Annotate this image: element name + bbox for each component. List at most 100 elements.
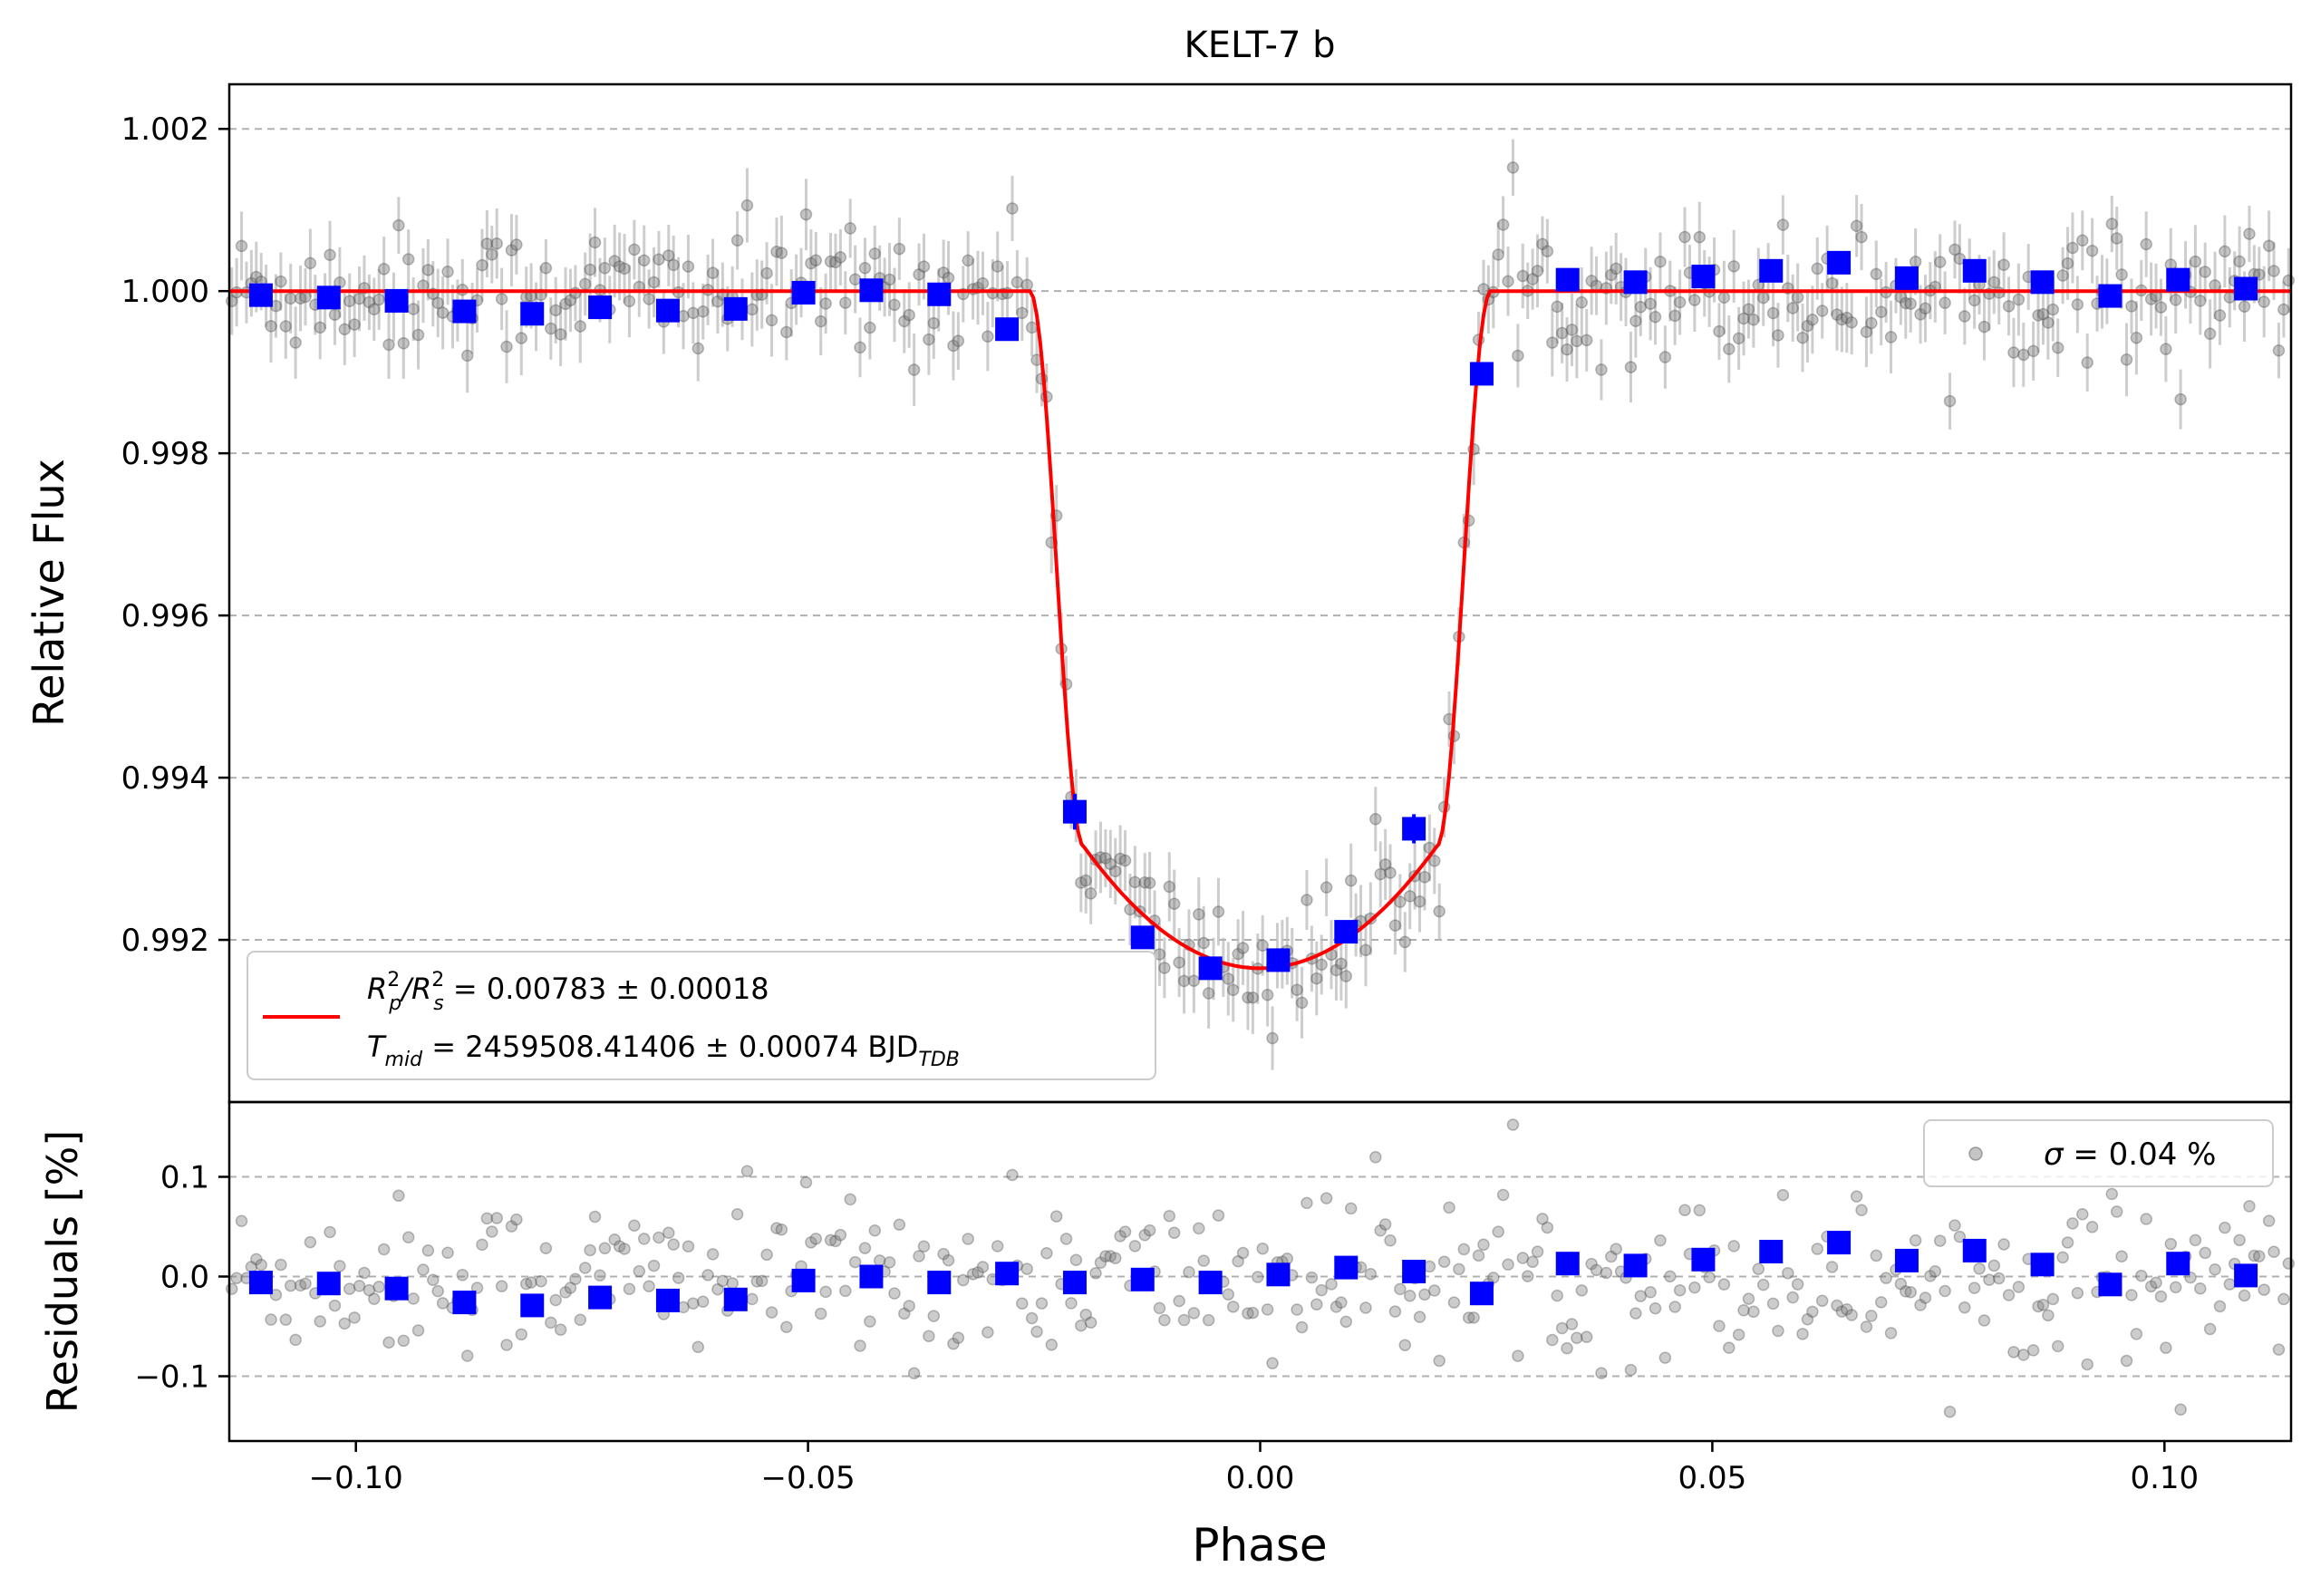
residual-raw-point: [338, 1317, 352, 1330]
residual-raw-point: [2061, 1236, 2074, 1249]
flux-binned-point: [2234, 276, 2258, 301]
residual-raw-point: [584, 1243, 596, 1257]
phase-x-ticks: −0.10 −0.05 0.00 0.05 0.10: [309, 1441, 2199, 1496]
flux-raw-point: [687, 306, 700, 320]
flux-binned-point: [2030, 270, 2055, 295]
residual-raw-point: [1732, 1328, 1745, 1341]
residual-raw-point: [730, 1208, 744, 1221]
flux-raw-point: [1006, 202, 1019, 215]
flux-raw-point: [265, 320, 277, 333]
residual-raw-point: [848, 1255, 862, 1269]
flux-raw-point: [353, 292, 366, 305]
residual-raw-point: [913, 1250, 925, 1262]
residual-raw-point: [1069, 1253, 1083, 1266]
residual-raw-point: [515, 1328, 528, 1341]
residual-raw-point: [2046, 1292, 2060, 1306]
residual-raw-point: [1987, 1259, 2001, 1272]
residual-raw-point: [927, 1310, 941, 1322]
flux-raw-point: [1904, 297, 1917, 310]
flux-raw-point: [1536, 237, 1549, 251]
flux-raw-point: [981, 330, 994, 343]
flux-raw-point: [1546, 336, 1559, 349]
flux-raw-point: [1378, 858, 1392, 871]
residual-raw-point: [1128, 1240, 1142, 1253]
flux-raw-point: [401, 253, 415, 266]
residual-raw-point: [279, 1313, 293, 1326]
flux-raw-point: [1339, 970, 1353, 982]
residual-raw-point: [1939, 1284, 1951, 1298]
flux-raw-point: [1825, 276, 1839, 290]
residual-raw-point: [1782, 1267, 1794, 1280]
flux-raw-point: [1914, 308, 1927, 321]
residual-raw-point: [1727, 1240, 1740, 1253]
flux-raw-point: [1502, 275, 1514, 288]
residual-raw-point: [1874, 1296, 1888, 1309]
residual-raw-point: [1673, 1283, 1687, 1297]
residual-raw-point: [1512, 1349, 1524, 1362]
residual-binned-point: [248, 1271, 273, 1295]
flux-panel: 0.992 0.994 0.996 0.998 1.000 1.002 Relative …: [24, 82, 2296, 1104]
flux-raw-point: [1016, 306, 1029, 320]
residual-raw-point: [2262, 1214, 2276, 1227]
flux-raw-point: [1506, 161, 1520, 174]
flux-binned-point: [2166, 267, 2190, 292]
flux-binned-point: [316, 285, 341, 310]
residual-raw-point: [1394, 1282, 1407, 1296]
residual-raw-point: [2012, 1281, 2026, 1293]
flux-raw-point: [2174, 392, 2187, 406]
flux-raw-point: [1010, 276, 1024, 289]
residual-raw-point: [1649, 1301, 1662, 1315]
flux-raw-point: [2189, 255, 2202, 268]
residual-raw-point: [1173, 1294, 1185, 1308]
flux-binned-point: [1759, 258, 1784, 283]
residual-raw-point: [1197, 1254, 1210, 1267]
residual-raw-point: [647, 1259, 661, 1272]
residual-raw-point: [1565, 1318, 1579, 1330]
flux-binned-point: [1334, 920, 1359, 944]
flux-raw-point: [1187, 974, 1201, 987]
flux-raw-point: [868, 247, 882, 260]
residual-raw-point: [2032, 1300, 2045, 1313]
flux-raw-point: [623, 295, 636, 308]
residual-raw-point: [421, 1244, 435, 1257]
residual-raw-point: [368, 1292, 381, 1305]
residual-raw-point: [1845, 1309, 1858, 1321]
flux-binned-point: [248, 283, 273, 307]
flux-raw-point: [765, 314, 778, 327]
flux-binned-point: [1827, 250, 1852, 275]
residual-raw-point: [2150, 1276, 2162, 1290]
flux-binned-point: [1469, 362, 1494, 386]
flux-raw-point: [667, 258, 680, 272]
flux-raw-point: [1310, 972, 1323, 985]
residual-raw-point: [839, 1284, 852, 1298]
flux-raw-point: [809, 254, 823, 267]
flux-raw-point: [1428, 855, 1441, 867]
flux-raw-point: [363, 295, 376, 309]
residual-raw-point: [348, 1311, 361, 1324]
residual-raw-point: [893, 1218, 906, 1231]
flux-raw-point: [250, 270, 263, 284]
residual-binned-point: [927, 1271, 952, 1295]
residual-raw-point: [1158, 1313, 1171, 1327]
residual-raw-point: [814, 1307, 827, 1320]
residual-raw-point: [1266, 1357, 1279, 1369]
residual-raw-point: [2169, 1281, 2182, 1294]
flux-raw-point: [1242, 991, 1254, 1004]
flux-raw-point: [2036, 307, 2050, 321]
residual-raw-point: [1904, 1285, 1917, 1299]
residual-raw-point: [1040, 1246, 1053, 1260]
residual-raw-point: [2036, 1299, 2050, 1311]
flux-raw-point: [1791, 291, 1804, 304]
flux-raw-point: [662, 249, 675, 262]
residual-raw-point: [888, 1287, 901, 1300]
flux-raw-point: [1492, 248, 1504, 261]
residual-raw-point: [2243, 1200, 2256, 1213]
residual-raw-point: [343, 1282, 356, 1295]
flux-raw-point: [578, 277, 592, 291]
residual-raw-point: [1541, 1221, 1554, 1234]
flux-raw-point: [2272, 344, 2286, 357]
flux-raw-point: [2032, 309, 2045, 322]
flux-binned-point: [384, 288, 409, 313]
flux-raw-point: [814, 314, 827, 328]
flux-raw-point: [962, 254, 974, 267]
